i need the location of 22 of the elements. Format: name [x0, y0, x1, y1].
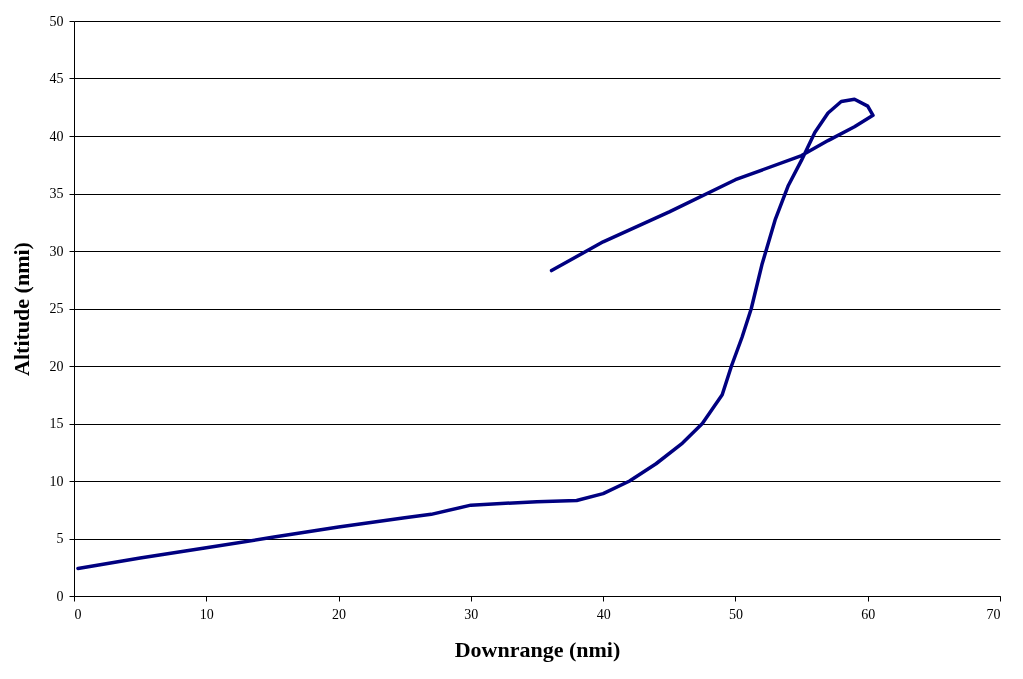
- x-tick-label: 30: [464, 606, 479, 622]
- y-tick-label: 35: [49, 186, 64, 201]
- y-tick-label: 25: [49, 301, 64, 316]
- y-axis-title: Altitude (nmi): [8, 242, 34, 376]
- x-tick-label: 0: [74, 606, 82, 622]
- y-tick-label: 20: [49, 358, 64, 374]
- x-tick-label: 10: [199, 606, 214, 622]
- x-tick-label: 60: [861, 606, 876, 622]
- y-tick-label: 0: [56, 588, 64, 604]
- y-tick-label: 30: [49, 243, 64, 259]
- y-tick-label: 50: [49, 13, 64, 29]
- y-tick-label: 15: [49, 416, 64, 431]
- x-axis-title: Downrange (nmi): [454, 636, 621, 662]
- y-tick-label: 5: [56, 531, 64, 546]
- x-tick-label: 40: [596, 606, 611, 622]
- x-tick-label: 20: [332, 606, 347, 622]
- y-tick-label: 40: [49, 128, 64, 144]
- y-tick-label: 45: [49, 71, 64, 86]
- x-tick-label: 70: [986, 606, 1001, 622]
- x-tick-label: 50: [728, 606, 743, 622]
- y-tick-label: 10: [49, 473, 64, 489]
- line-series: [76, 97, 875, 571]
